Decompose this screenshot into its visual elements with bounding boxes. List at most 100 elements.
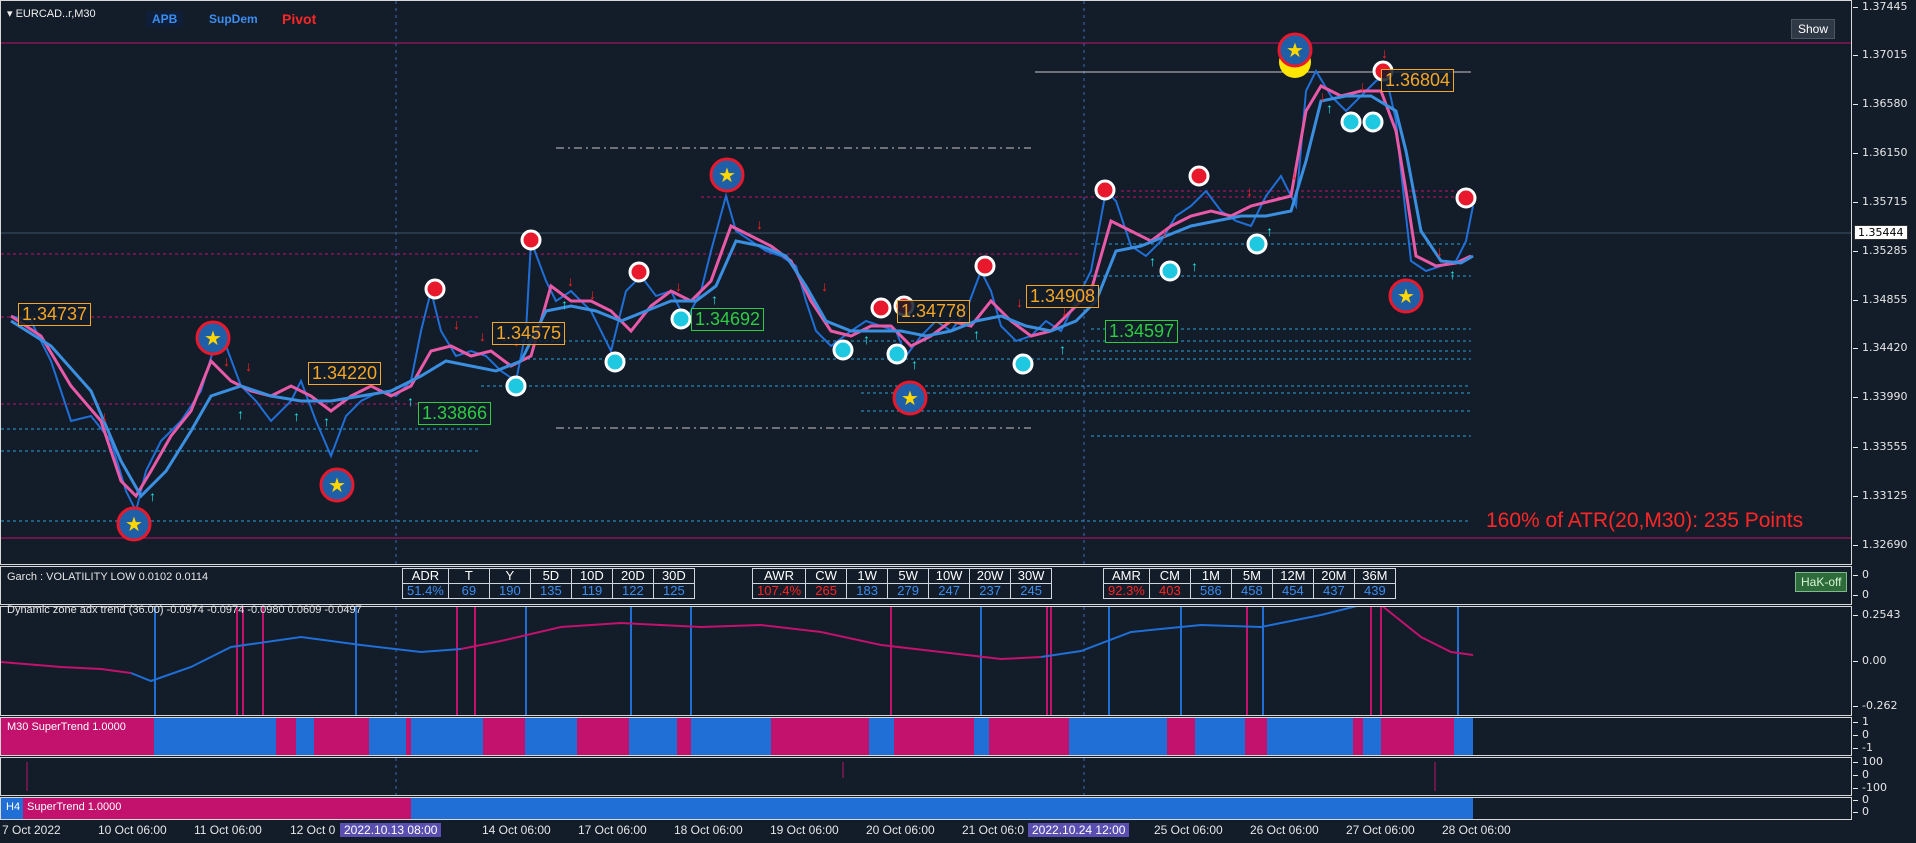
svg-text:↑: ↑ bbox=[1266, 223, 1273, 239]
oscillator-panel[interactable] bbox=[0, 757, 1852, 796]
svg-text:↑: ↑ bbox=[1149, 253, 1156, 269]
buy-arrows: ↑ ↑ ↑ ↑ ↑ ↑ ↑ ↑ ↑ ↑ ↑ ↑ ↑ ↑ ↑ ↑ bbox=[149, 100, 1456, 504]
price-chart-canvas[interactable]: ★ ★ ★ ★ ★ ★ ★ ↓↓↓ ↓↓↓ ↓↓↓ ↓↓↓ ↓↓↓ ↓↓↓ ↓↓… bbox=[1, 1, 1851, 564]
svg-text:↑: ↑ bbox=[1449, 266, 1456, 282]
time-tick: 20 Oct 06:00 bbox=[866, 823, 935, 837]
svg-text:★: ★ bbox=[204, 328, 222, 350]
price-tick: 1.35285 bbox=[1853, 244, 1912, 257]
time-tick: 10 Oct 06:00 bbox=[98, 823, 167, 837]
svg-text:↑: ↑ bbox=[407, 393, 414, 409]
svg-text:↑: ↑ bbox=[323, 413, 330, 429]
price-tick: 1.33125 bbox=[1853, 489, 1912, 502]
svg-text:↓: ↓ bbox=[101, 408, 108, 424]
time-tick: 17 Oct 06:00 bbox=[578, 823, 647, 837]
svg-text:↑: ↑ bbox=[237, 406, 244, 422]
adx-panel[interactable]: Dynamic zone adx trend (36.00) -0.0974 -… bbox=[0, 604, 1852, 716]
svg-text:↓: ↓ bbox=[675, 278, 682, 294]
price-label: 1.36804 bbox=[1381, 69, 1455, 92]
m30-supertrend-canvas bbox=[1, 718, 1473, 755]
svg-text:★: ★ bbox=[718, 165, 736, 187]
garch-axis: 0 0 bbox=[1852, 566, 1916, 605]
price-tick: 1.33990 bbox=[1853, 390, 1912, 403]
star-signals: ★ ★ ★ ★ ★ ★ ★ bbox=[116, 32, 1424, 542]
price-label: 1.34220 bbox=[308, 362, 382, 385]
signal-circles-bottom bbox=[505, 111, 1384, 397]
ma-pink bbox=[10, 84, 1472, 499]
svg-text:★: ★ bbox=[1397, 286, 1415, 308]
time-tick: 19 Oct 06:00 bbox=[770, 823, 839, 837]
amr-table: AMR CM 1M 5M 12M 20M 36M 92.3% 403 586 458 454 437 4… bbox=[1103, 568, 1396, 599]
price-label: 1.33866 bbox=[418, 402, 492, 425]
supdem-button[interactable]: SupDem bbox=[209, 12, 258, 26]
time-tick: 11 Oct 06:00 bbox=[194, 823, 262, 837]
svg-text:↓: ↓ bbox=[1161, 224, 1168, 240]
adx-axis: 0.2543 0.00 -0.262 bbox=[1852, 606, 1916, 716]
time-tick: 21 Oct 06:0 bbox=[962, 823, 1025, 837]
time-tick: 18 Oct 06:00 bbox=[674, 823, 743, 837]
price-tick: 1.32690 bbox=[1853, 538, 1912, 551]
svg-text:↓: ↓ bbox=[223, 353, 230, 369]
svg-text:↓: ↓ bbox=[1436, 243, 1443, 259]
atr-info-text: 160% of ATR(20,M30): 235 Points bbox=[1486, 509, 1804, 532]
svg-text:★: ★ bbox=[901, 388, 919, 410]
svg-text:↓: ↓ bbox=[756, 216, 763, 232]
pivot-button[interactable]: Pivot bbox=[282, 11, 317, 27]
svg-text:↑: ↑ bbox=[911, 356, 918, 372]
signal-circles-top bbox=[424, 60, 1477, 319]
h4-label: H4 bbox=[6, 801, 21, 813]
oscillator-canvas bbox=[26, 758, 1436, 795]
price-tick: 1.34855 bbox=[1853, 293, 1912, 306]
price-tick: 1.35715 bbox=[1853, 195, 1912, 208]
time-tick: 25 Oct 06:00 bbox=[1154, 823, 1223, 837]
svg-text:↑: ↑ bbox=[1191, 258, 1198, 274]
h4-supertrend-axis: 0 0 bbox=[1852, 793, 1916, 820]
svg-text:↑: ↑ bbox=[1326, 100, 1333, 116]
price-label: 1.34597 bbox=[1105, 320, 1179, 343]
time-tick: 12 Oct 0 bbox=[290, 823, 336, 837]
svg-text:↓: ↓ bbox=[821, 278, 828, 294]
svg-text:↓: ↓ bbox=[1016, 294, 1023, 310]
price-label: 1.34692 bbox=[691, 308, 765, 331]
time-tick: 26 Oct 06:00 bbox=[1250, 823, 1319, 837]
svg-text:★: ★ bbox=[328, 475, 346, 497]
price-candles bbox=[10, 68, 1474, 514]
price-tick: 1.33555 bbox=[1853, 440, 1912, 453]
time-tick: 14 Oct 06:00 bbox=[482, 823, 551, 837]
price-tick: 1.36150 bbox=[1853, 146, 1912, 159]
svg-text:↓: ↓ bbox=[1061, 303, 1068, 319]
svg-text:↑: ↑ bbox=[973, 326, 980, 342]
crosshair-time-label: 2022.10.13 08:00 bbox=[340, 823, 442, 837]
adr-table: ADR T Y 5D 10D 20D 30D 51.4% 69 190 135 119 122 125 bbox=[402, 568, 695, 599]
chart-symbol-title: ▾ EURCAD..r,M30 bbox=[7, 8, 96, 20]
svg-text:↑: ↑ bbox=[711, 291, 718, 307]
price-tick: 1.36580 bbox=[1853, 97, 1912, 110]
time-tick: 7 Oct 2022 bbox=[2, 823, 61, 837]
time-axis[interactable]: 7 Oct 2022 10 Oct 06:00 11 Oct 06:00 12 … bbox=[0, 821, 1916, 843]
apb-button[interactable]: APB bbox=[146, 11, 184, 27]
garch-title: Garch : VOLATILITY LOW 0.0102 0.0114 bbox=[7, 571, 209, 583]
main-chart[interactable]: ★ ★ ★ ★ ★ ★ ★ ↓↓↓ ↓↓↓ ↓↓↓ ↓↓↓ ↓↓↓ ↓↓↓ ↓↓… bbox=[0, 0, 1852, 565]
show-button[interactable]: Show bbox=[1791, 19, 1836, 39]
h4-supertrend-title: SuperTrend 1.0000 bbox=[27, 801, 122, 813]
svg-text:↓: ↓ bbox=[1246, 183, 1253, 199]
price-axis[interactable]: 1.37445 1.37015 1.36580 1.36150 1.35715 … bbox=[1852, 0, 1916, 565]
price-label: 1.34908 bbox=[1026, 285, 1100, 308]
ma-blue bbox=[10, 94, 1474, 499]
m30-supertrend-title: M30 SuperTrend 1.0000 bbox=[7, 721, 126, 733]
svg-text:★: ★ bbox=[1286, 40, 1304, 62]
m30-supertrend-panel[interactable]: M30 SuperTrend 1.0000 bbox=[0, 717, 1852, 756]
svg-text:↓: ↓ bbox=[589, 286, 596, 302]
svg-text:↓: ↓ bbox=[245, 358, 252, 374]
collapse-triangle-icon[interactable]: ▾ bbox=[7, 8, 13, 20]
crosshair-time-label: 2022.10.24 12:00 bbox=[1028, 823, 1130, 837]
price-tick: 1.34420 bbox=[1853, 341, 1912, 354]
awr-table: AWR CW 1W 5W 10W 20W 30W 107.4% 265 183 279 247 237… bbox=[751, 568, 1053, 599]
sell-arrows: ↓↓↓ ↓↓↓ ↓↓↓ ↓↓↓ ↓↓↓ ↓↓↓ ↓↓↓ ↓ bbox=[23, 45, 1443, 424]
hak-off-button[interactable]: HaK-off bbox=[1795, 572, 1848, 592]
svg-text:↑: ↑ bbox=[863, 331, 870, 347]
price-label: 1.34778 bbox=[897, 300, 971, 323]
price-label: 1.34737 bbox=[18, 303, 92, 326]
svg-text:↑: ↑ bbox=[293, 408, 300, 424]
h4-supertrend-panel[interactable]: H4 SuperTrend 1.0000 bbox=[0, 797, 1852, 820]
svg-text:↓: ↓ bbox=[479, 328, 486, 344]
